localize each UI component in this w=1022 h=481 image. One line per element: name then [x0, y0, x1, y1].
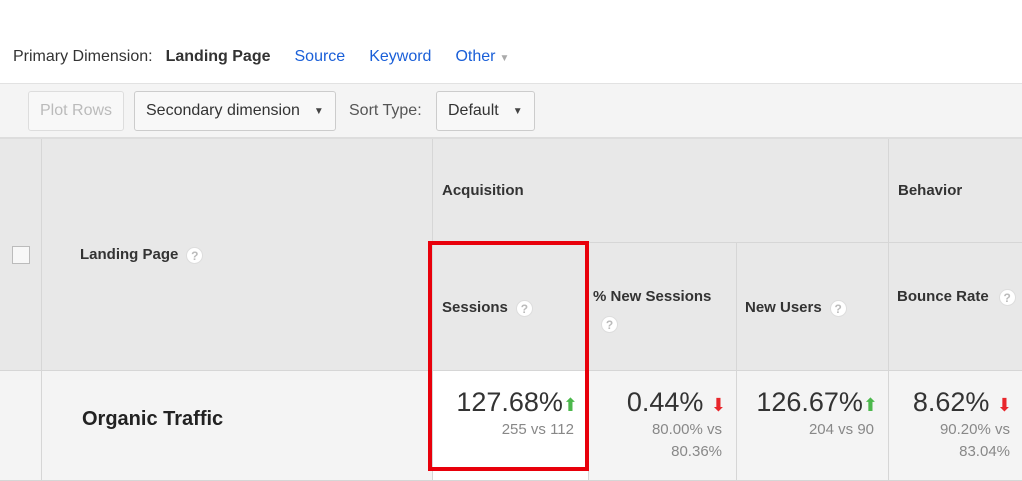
new-sessions-change: 0.44% ⬇ [627, 387, 726, 418]
dimension-other-label: Other [455, 48, 496, 65]
plot-rows-button[interactable]: Plot Rows [28, 91, 125, 131]
arrow-up-icon: ⬆ [562, 395, 578, 415]
help-icon[interactable]: ? [829, 299, 847, 317]
help-icon[interactable]: ? [515, 299, 533, 317]
sort-type-dropdown[interactable]: Default ▼ [436, 91, 535, 131]
sessions-change-value: 127.68% [456, 387, 563, 417]
table-row-label-cell: Organic Traffic [42, 371, 433, 481]
primary-dimension-label: Primary Dimension: [13, 48, 153, 65]
chevron-down-icon: ▼ [313, 105, 324, 117]
bounce-rate-change: 8.62% ⬇ [913, 387, 1012, 418]
toolbar: Plot Rows Secondary dimension ▼ Sort Type… [0, 83, 1022, 139]
sort-type-label: Sort Type: [349, 102, 422, 119]
new-users-compare: 204 vs 90 [808, 421, 874, 438]
new-users-change-value: 126.67% [756, 387, 863, 417]
help-icon[interactable]: ? [601, 315, 618, 333]
new-sessions-header[interactable]: % New Sessions? [589, 243, 737, 371]
new-sessions-cell: 0.44% ⬇ 80.00% vs 80.36% [589, 371, 737, 481]
new-users-change: 126.67%⬆ [756, 387, 878, 418]
new-users-header-label: New Users [745, 299, 822, 316]
primary-dimension-bar: Primary Dimension: Landing Page Source K… [13, 48, 533, 66]
sessions-cell: 127.68%⬆ 255 vs 112 [433, 371, 589, 481]
chevron-down-icon: ▼ [499, 53, 510, 64]
secondary-dimension-dropdown[interactable]: Secondary dimension ▼ [134, 91, 336, 131]
bounce-rate-header[interactable]: Bounce Rate? [889, 243, 1022, 371]
dimension-other[interactable]: Other ▼ [455, 48, 509, 66]
sessions-header-label: Sessions [442, 299, 508, 316]
landing-page-header[interactable]: Landing Page? [42, 139, 433, 371]
sessions-compare: 255 vs 112 [501, 421, 574, 438]
row-checkbox-cell [0, 371, 42, 481]
sessions-change: 127.68%⬆ [456, 387, 578, 418]
sort-type-value: Default [448, 102, 499, 119]
arrow-down-icon: ⬇ [996, 395, 1012, 415]
behavior-group-header: Behavior [889, 139, 1022, 243]
new-users-cell: 126.67%⬆ 204 vs 90 [737, 371, 889, 481]
bounce-rate-cell: 8.62% ⬇ 90.20% vs 83.04% [889, 371, 1022, 481]
arrow-up-icon: ⬆ [862, 395, 878, 415]
select-all-checkbox[interactable] [12, 246, 30, 264]
help-icon[interactable]: ? [186, 246, 204, 264]
behavior-label: Behavior [898, 182, 963, 199]
bounce-rate-header-label: Bounce Rate [897, 288, 989, 305]
select-all-cell [0, 139, 42, 371]
dimension-keyword[interactable]: Keyword [369, 48, 432, 65]
acquisition-label: Acquisition [442, 182, 524, 199]
new-sessions-change-value: 0.44% [626, 387, 704, 417]
new-sessions-compare: 80.00% vs 80.36% [651, 421, 722, 460]
secondary-dimension-label: Secondary dimension [146, 102, 300, 119]
bounce-rate-change-value: 8.62% [912, 387, 990, 417]
dimension-source[interactable]: Source [294, 48, 346, 65]
sessions-header[interactable]: Sessions? [433, 243, 589, 371]
chevron-down-icon: ▼ [512, 105, 523, 117]
acquisition-group-header: Acquisition [433, 139, 889, 243]
dimension-landing-page[interactable]: Landing Page [165, 48, 271, 65]
highlight-box [428, 241, 589, 471]
arrow-down-icon: ⬇ [710, 395, 726, 415]
help-icon[interactable]: ? [998, 288, 1016, 306]
bounce-rate-compare: 90.20% vs 83.04% [939, 421, 1010, 460]
new-sessions-header-label: % New Sessions [593, 288, 712, 305]
row-label: Organic Traffic [82, 408, 224, 430]
new-users-header[interactable]: New Users? [737, 243, 889, 371]
landing-page-header-label: Landing Page [80, 246, 179, 263]
